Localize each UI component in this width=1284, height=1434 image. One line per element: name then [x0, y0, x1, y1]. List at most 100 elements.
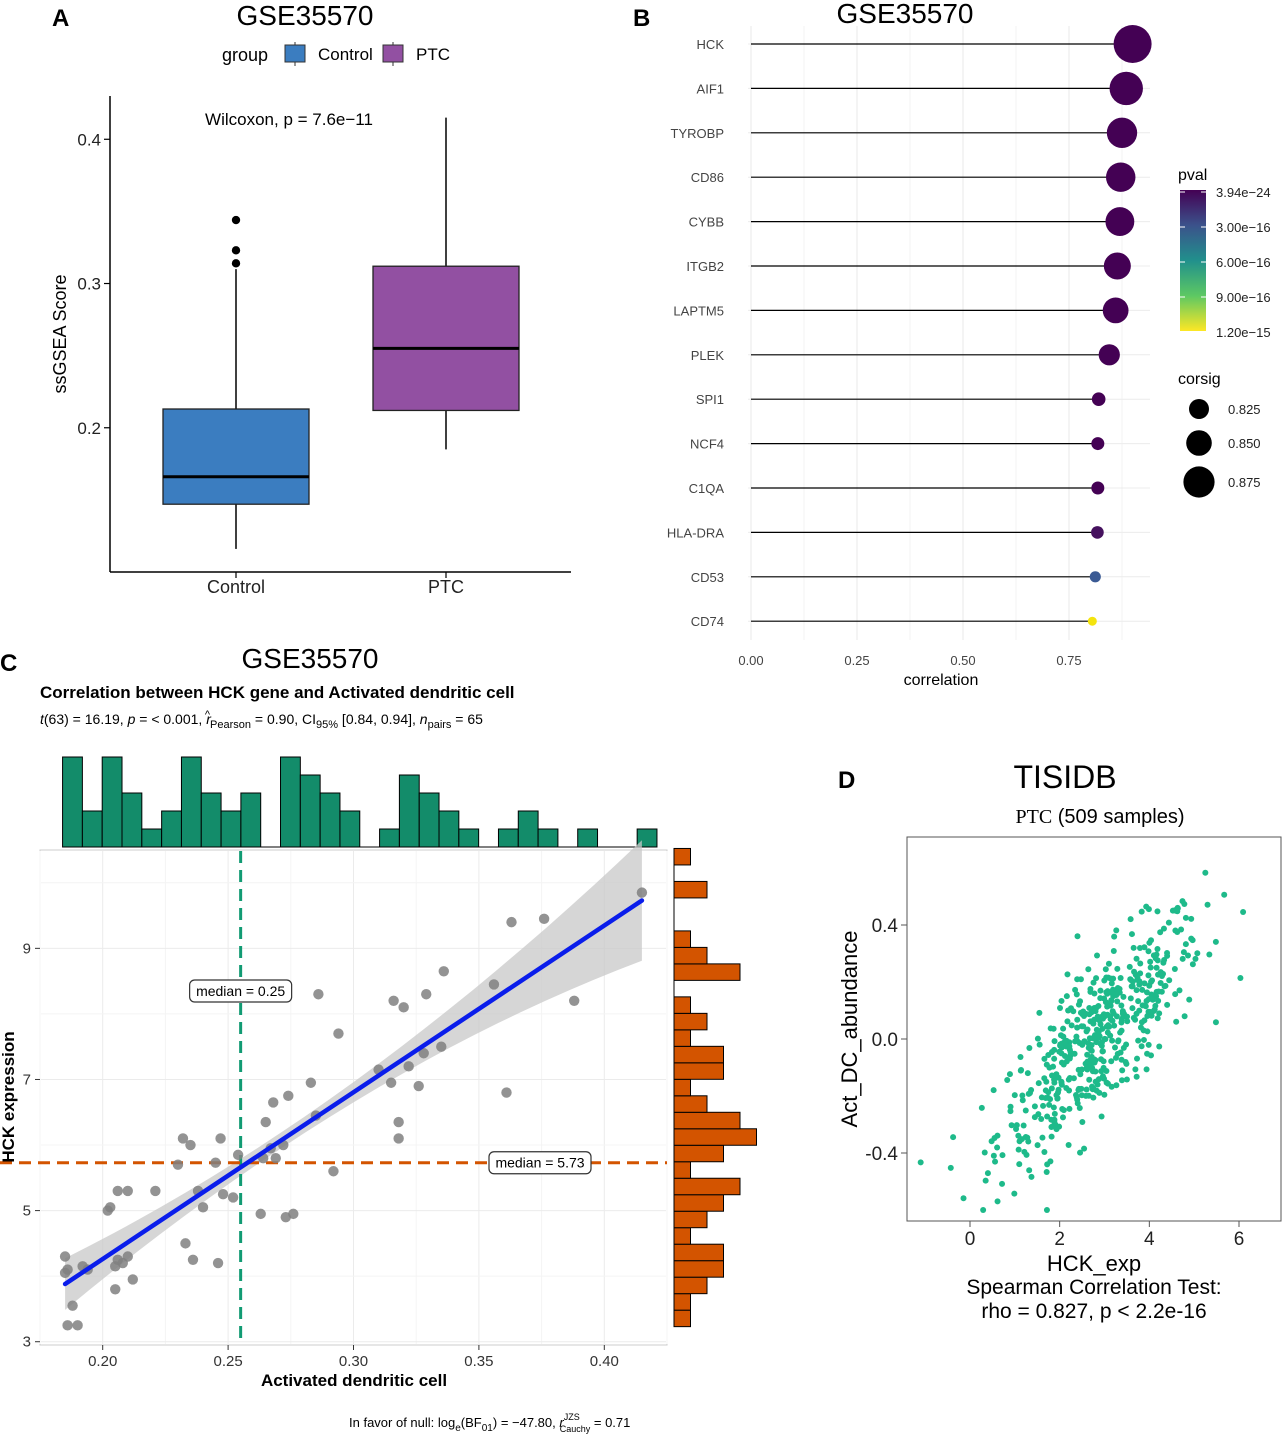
scatter-point: [1079, 1041, 1086, 1048]
right-hist-bar: [673, 1210, 708, 1229]
scatter-point: [1044, 1094, 1051, 1101]
scatter-point: [1086, 1076, 1093, 1083]
scatter-point: [1094, 952, 1101, 959]
scatter-point: [1114, 965, 1121, 972]
scatter-point: [488, 979, 500, 990]
scatter-point: [1237, 975, 1244, 982]
scatter-point: [1087, 1041, 1094, 1048]
lollipop-dot: [1109, 71, 1143, 106]
scatter-point: [1060, 1107, 1067, 1114]
size-legend-label: 0.825: [1228, 402, 1261, 417]
scatter-point: [1074, 1016, 1081, 1023]
scatter-point: [1131, 968, 1138, 975]
scatter-point: [1064, 1018, 1071, 1025]
top-hist-bar: [240, 792, 262, 848]
scatter-point: [1102, 999, 1109, 1006]
lollipop-dot: [1105, 207, 1135, 237]
scatter-point: [270, 1152, 281, 1164]
scatter-point: [1092, 1068, 1099, 1075]
regression-line: [62, 898, 645, 1287]
scatter-point: [1074, 976, 1081, 983]
scatter-point: [1053, 1126, 1060, 1133]
panel-b-lollipop: B GSE35570 HCK AIF1 TYROBP CD86 CYBB ITGB2 LAP…: [633, 0, 1271, 689]
scatter-point: [1123, 1076, 1130, 1083]
scatter-point: [1134, 974, 1141, 981]
panel-b-size-legend: corsig 0.825 0.850 0.875: [1178, 371, 1261, 498]
top-hist-bar: [497, 828, 519, 848]
scatter-point: [1127, 916, 1134, 923]
confidence-band: [65, 840, 642, 1310]
scatter-point: [232, 1149, 244, 1161]
top-hist-bar: [280, 756, 301, 848]
colorbar-label: 6.00e−16: [1216, 255, 1271, 270]
scatter-point: [1060, 1025, 1067, 1032]
right-hist-bar: [673, 1309, 691, 1328]
scatter-point: [1074, 1096, 1081, 1103]
lollipop-dot: [1091, 526, 1104, 539]
scatter-point: [1063, 1084, 1070, 1091]
panel-a-title: GSE35570: [237, 0, 374, 31]
scatter-point: [1093, 1026, 1100, 1033]
scatter-point: [1103, 1079, 1110, 1086]
panel-b-color-legend: pval 3.94e−24 3.00e−16 6.00e−16 9.00e−16 1.2…: [1178, 167, 1271, 340]
scatter-point: [1084, 1051, 1091, 1058]
top-hist-bar: [101, 756, 123, 848]
panel-d-subtitle: PTC (509 samples): [1016, 806, 1185, 828]
scatter-point: [1004, 1077, 1011, 1084]
top-hist-bar: [517, 810, 539, 848]
scatter-point: [1164, 952, 1171, 959]
panel-c-y-axis-label: HCK expression: [0, 1031, 18, 1162]
median-x-label-box: [189, 979, 293, 1003]
scatter-point: [388, 995, 399, 1006]
scatter-point: [1118, 1027, 1125, 1034]
scatter-point: [1140, 1036, 1147, 1043]
scatter-point: [1109, 990, 1116, 997]
y-tick-label: 9: [23, 940, 31, 957]
scatter-point: [1006, 1071, 1013, 1078]
scatter-point: [1068, 1022, 1075, 1029]
lollipop-dot: [1098, 344, 1120, 366]
right-hist-bar: [673, 946, 708, 965]
x-tick-label: 0.00: [738, 653, 763, 668]
scatter-point: [260, 1116, 271, 1128]
y-tick-label: 0.0: [872, 1030, 898, 1051]
scatter-point: [1111, 1022, 1118, 1029]
top-hist-bar: [62, 756, 83, 848]
scatter-point: [1156, 1010, 1163, 1017]
scatter-point: [1084, 1026, 1091, 1033]
corsig-legend-title: corsig: [1178, 371, 1221, 388]
gene-label: HCK: [697, 37, 725, 52]
scatter-point: [1099, 1048, 1106, 1055]
scatter-point: [1098, 1068, 1105, 1075]
scatter-point: [988, 1138, 995, 1145]
scatter-point: [1118, 1002, 1125, 1009]
scatter-point: [1101, 1091, 1108, 1098]
scatter-point: [1034, 1142, 1041, 1149]
panel-a-annotation: Wilcoxon, p = 7.6e−11: [205, 110, 373, 129]
right-hist-bar: [673, 1227, 691, 1245]
colorbar-label: 3.94e−24: [1216, 185, 1271, 200]
scatter-point: [1047, 1158, 1054, 1165]
panel-d-title: TISIDB: [1013, 759, 1116, 795]
scatter-point: [1066, 1105, 1073, 1112]
panel-c-stats: t(63) = 16.19, p = < 0.001, r^Pearson = …: [40, 709, 483, 731]
top-hist-bar: [220, 810, 242, 848]
scatter-point: [1134, 1055, 1141, 1062]
right-hist-bar: [673, 847, 691, 866]
gene-label: NCF4: [690, 437, 724, 452]
scatter-point: [1018, 1066, 1025, 1073]
scatter-point: [1065, 1076, 1072, 1083]
top-hist-bar: [299, 774, 321, 848]
scatter-point: [982, 1177, 989, 1184]
panel-b-label: B: [633, 5, 650, 32]
scatter-point: [1212, 938, 1219, 945]
lollipop-dot: [1102, 297, 1129, 324]
scatter-point: [1194, 950, 1201, 957]
scatter-point: [1178, 926, 1185, 933]
scatter-point: [1118, 1019, 1125, 1026]
scatter-point: [1092, 1078, 1099, 1085]
scatter-point: [1098, 1113, 1105, 1120]
pval-colorbar-labels: 3.94e−24 3.00e−16 6.00e−16 9.00e−16 1.20e−15: [1180, 185, 1271, 340]
scatter-point: [110, 1284, 121, 1295]
